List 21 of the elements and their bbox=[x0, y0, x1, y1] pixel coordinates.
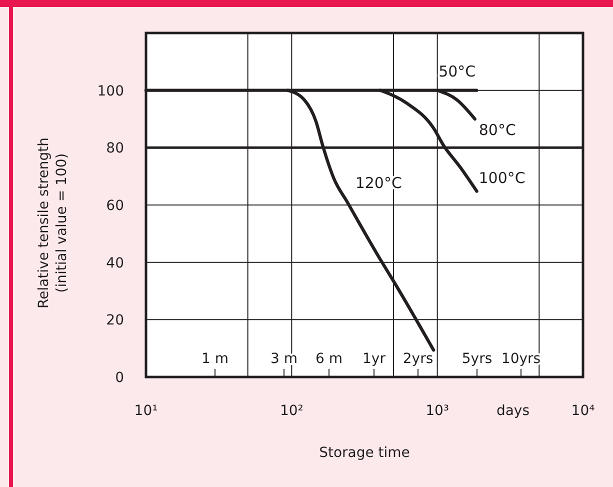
annotation: 1yr bbox=[362, 351, 386, 367]
x-axis-title: Storage time bbox=[319, 445, 410, 461]
y-tick-label: 20 bbox=[106, 312, 124, 329]
x-tick-label: 10² bbox=[280, 403, 304, 419]
annotation: 6 m bbox=[316, 351, 342, 367]
y-tick-label: 100 bbox=[97, 83, 124, 100]
x-tick-label: 10³ bbox=[426, 403, 450, 419]
y-axis-title: Relative tensile strength (initial value = 100) bbox=[36, 138, 70, 308]
annotation: 1 m bbox=[202, 351, 228, 367]
annotation: 2yrs bbox=[402, 351, 434, 367]
y-tick-label: 0 bbox=[115, 370, 124, 386]
series-label: 100°C bbox=[478, 169, 526, 188]
series-label: 80°C bbox=[478, 121, 516, 139]
y-tick-label: 80 bbox=[106, 140, 124, 157]
x-tick-label: 10¹ bbox=[134, 403, 158, 419]
x-tick-label: 10⁴ bbox=[571, 403, 596, 419]
series-label: 50°C bbox=[438, 62, 476, 80]
annotation: 5yrs bbox=[462, 351, 492, 367]
y-tick-label: 60 bbox=[106, 198, 124, 214]
text: days bbox=[496, 403, 530, 419]
y-tick-label: 40 bbox=[106, 255, 124, 272]
